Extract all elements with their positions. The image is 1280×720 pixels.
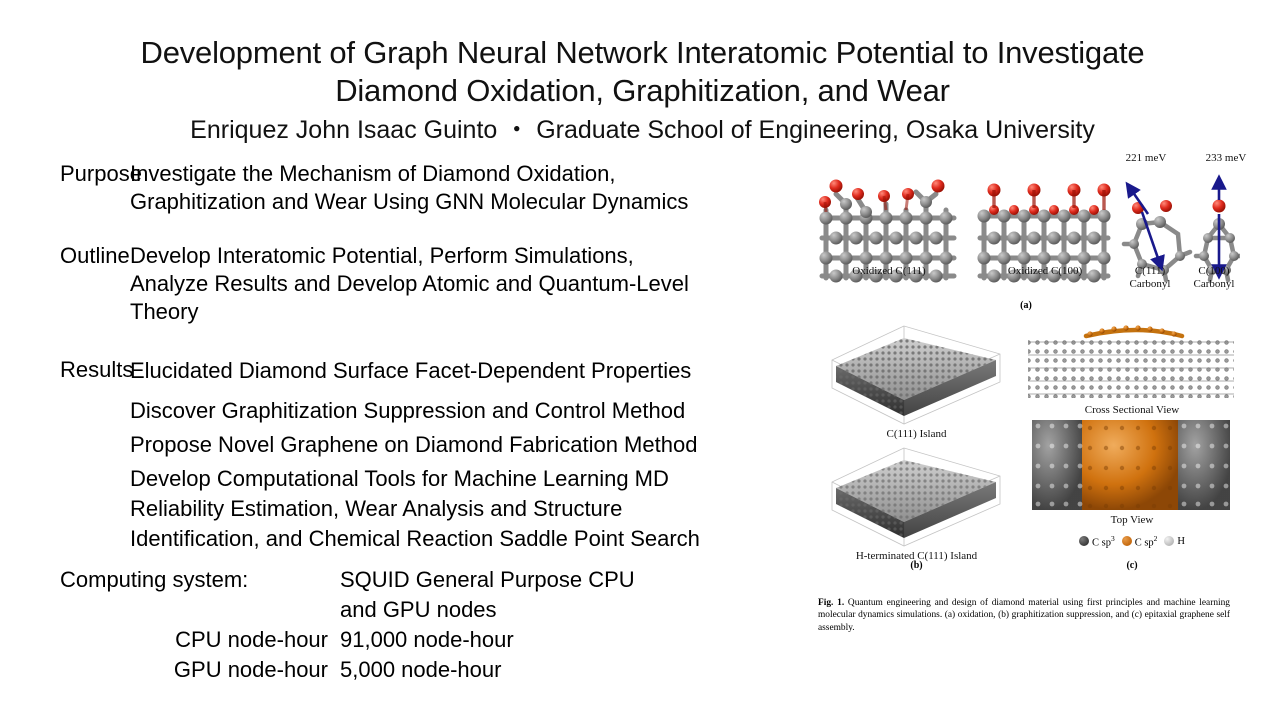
c-sp2-swatch-icon <box>1121 536 1132 547</box>
cross-sectional-view-graphic <box>1028 325 1234 398</box>
panel-c-graphic <box>1028 325 1234 510</box>
legend-item-h: H <box>1164 536 1185 547</box>
section-outline: Outline Develop Interatomic Potential, P… <box>0 242 820 326</box>
h-terminated-c111-island-graphic <box>831 447 1001 547</box>
section-label-results: Results <box>60 357 134 382</box>
outline-line-2: Analyze Results and Develop Atomic and Q… <box>130 271 689 296</box>
legend-item-c-sp2: C sp2 <box>1121 534 1158 549</box>
results-item-4-line-3: Identification, and Chemical Reaction Sa… <box>130 526 700 551</box>
cpu-node-hour-label: CPU node-hour <box>175 627 328 652</box>
legend-label-c-sp3: C sp3 <box>1091 534 1115 549</box>
section-body-purpose: Investigate the Mechanism of Diamond Oxi… <box>130 160 688 216</box>
computing-system-value: SQUID General Purpose CPU and GPU nodes <box>340 565 635 625</box>
author-affiliation: Enriquez John Isaac Guinto ・ Graduate Sc… <box>190 116 1095 144</box>
figure-panel-a: 221 meV 233 meV Oxidized C(111) Oxidized… <box>812 152 1246 317</box>
outline-line-3: Theory <box>130 299 199 324</box>
energy-label-233: 233 meV <box>1205 152 1247 164</box>
label-c100-carbonyl: C(100) Carbonyl <box>1184 265 1244 291</box>
label-oxidized-c100: Oxidized C(100) <box>1007 265 1083 277</box>
label-c111-carbonyl-line-2: Carbonyl <box>1129 278 1171 290</box>
label-c111-carbonyl-line-1: C(111) <box>1134 265 1166 277</box>
top-view-graphic <box>1032 420 1230 510</box>
computing-row-system: Computing system: SQUID General Purpose … <box>0 565 760 625</box>
results-item-1: Elucidated Diamond Surface Facet-Depende… <box>130 358 692 383</box>
label-h-terminated-c111-island: H-terminated C(111) Island <box>855 550 978 562</box>
label-c111-carbonyl: C(111) Carbonyl <box>1118 265 1182 291</box>
purpose-line-1: Investigate the Mechanism of Diamond Oxi… <box>130 161 616 186</box>
oxidized-c100-structure <box>977 183 1111 283</box>
c-sp3-swatch-icon <box>1078 536 1089 547</box>
label-c100-carbonyl-line-1: C(100) <box>1198 265 1230 277</box>
panel-a-graphic <box>819 174 1243 283</box>
computing-row-cpu: CPU node-hour 91,000 node-hour <box>0 625 760 655</box>
section-purpose: Purpose Investigate the Mechanism of Dia… <box>0 160 820 216</box>
legend-label-c-sp2: C sp2 <box>1134 534 1158 549</box>
legend-item-c-sp3: C sp3 <box>1078 534 1115 549</box>
oxidized-c111-structure <box>819 179 957 283</box>
computing-system-value-line-2: and GPU nodes <box>340 597 497 622</box>
label-cross-sectional-view: Cross Sectional View <box>1084 404 1180 416</box>
cpu-node-hour-value: 91,000 node-hour <box>340 627 514 652</box>
computing-system-value-line-1: SQUID General Purpose CPU <box>340 567 635 592</box>
outline-line-1: Develop Interatomic Potential, Perform S… <box>130 243 634 268</box>
c100-carbonyl-structure <box>1193 174 1243 283</box>
computing-row-gpu: GPU node-hour 5,000 node-hour <box>0 655 760 685</box>
results-item-3: Propose Novel Graphene on Diamond Fabric… <box>130 432 698 457</box>
figure-panel-c: Cross Sectional View Top View C sp3 C sp… <box>1024 320 1240 590</box>
figure-caption-text: Quantum engineering and design of diamon… <box>818 598 1230 633</box>
section-body-results: Elucidated Diamond Surface Facet-Depende… <box>130 356 700 554</box>
content-column: Purpose Investigate the Mechanism of Dia… <box>0 160 820 570</box>
gpu-node-hour-label: GPU node-hour <box>173 657 328 682</box>
label-top-view: Top View <box>1110 514 1154 526</box>
section-results: Results Elucidated Diamond Surface Facet… <box>0 356 820 554</box>
legend-label-h: H <box>1177 535 1186 547</box>
figure-panel-b: C(111) Island H-terminated C(111) Island <box>814 320 1019 590</box>
c111-carbonyl-structure <box>1121 181 1193 283</box>
page-title-line-2: Diamond Oxidation, Graphitization, and W… <box>335 73 950 108</box>
label-c111-island: C(111) Island <box>886 428 947 440</box>
panel-tag-b: (b) <box>910 560 923 571</box>
computing-system-label: Computing system: <box>60 567 249 592</box>
figure-1: 221 meV 233 meV Oxidized C(111) Oxidized… <box>812 152 1246 662</box>
purpose-line-2: Graphitization and Wear Using GNN Molecu… <box>130 189 689 214</box>
panel-b-graphic <box>831 325 1001 547</box>
gpu-node-hour-value: 5,000 node-hour <box>340 657 502 682</box>
figure-caption: Fig. 1. Quantum engineering and design o… <box>818 597 1230 634</box>
computing-system-block: Computing system: SQUID General Purpose … <box>0 565 760 685</box>
section-label-purpose: Purpose <box>60 161 142 186</box>
label-oxidized-c111: Oxidized C(111) <box>852 265 926 277</box>
results-item-4-line-1: Develop Computational Tools for Machine … <box>130 466 669 491</box>
section-body-outline: Develop Interatomic Potential, Perform S… <box>130 242 689 326</box>
panel-tag-c: (c) <box>1126 560 1138 571</box>
h-swatch-icon <box>1164 536 1175 547</box>
energy-label-221: 221 meV <box>1125 152 1167 164</box>
title-block: Development of Graph Neural Network Inte… <box>60 34 1225 146</box>
c111-island-graphic <box>831 325 1001 425</box>
section-label-outline: Outline <box>60 243 130 268</box>
figure-legend: C sp3 C sp2 H <box>1024 534 1240 549</box>
panel-tag-a: (a) <box>1020 300 1032 311</box>
results-item-4-line-2: Reliability Estimation, Wear Analysis an… <box>130 496 623 521</box>
label-c100-carbonyl-line-2: Carbonyl <box>1193 278 1235 290</box>
results-item-2: Discover Graphitization Suppression and … <box>130 398 686 423</box>
page-title-line-1: Development of Graph Neural Network Inte… <box>140 35 1145 70</box>
figure-caption-prefix: Fig. 1. <box>818 598 845 608</box>
